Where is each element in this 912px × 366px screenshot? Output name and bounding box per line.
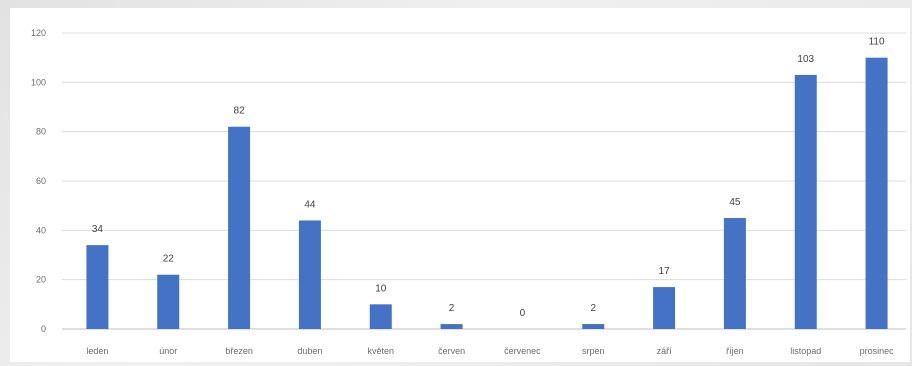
x-tick-label: srpen — [582, 346, 605, 356]
data-label: 2 — [590, 303, 596, 314]
x-tick-label: únor — [159, 346, 177, 356]
data-label: 0 — [520, 308, 526, 319]
bar — [157, 274, 180, 329]
bar — [369, 304, 392, 329]
bars — [86, 57, 888, 330]
data-label: 2 — [449, 303, 455, 314]
bar — [865, 57, 888, 330]
bar — [298, 220, 321, 329]
x-tick-label: listopad — [790, 346, 821, 356]
data-label: 82 — [234, 106, 246, 117]
y-axis-ticks: 0 20 40 60 80 100 120 — [31, 28, 46, 334]
x-tick-label: červenec — [504, 346, 541, 356]
y-tick-label: 0 — [41, 324, 46, 334]
x-tick-label: březen — [225, 346, 253, 356]
bar — [653, 287, 676, 329]
bar — [794, 74, 817, 329]
x-tick-label: prosinec — [860, 346, 895, 356]
bar — [723, 218, 746, 329]
data-labels: 34 22 82 44 10 2 0 2 17 45 103 110 — [92, 37, 885, 319]
y-tick-label: 60 — [36, 176, 46, 186]
data-label: 34 — [92, 224, 104, 235]
data-label: 45 — [729, 197, 741, 208]
y-tick-label: 40 — [36, 225, 46, 235]
data-label: 10 — [375, 283, 387, 294]
x-tick-label: květen — [367, 346, 394, 356]
x-tick-label: duben — [297, 346, 322, 356]
data-label: 22 — [163, 254, 175, 265]
y-tick-label: 100 — [31, 77, 46, 87]
gridlines — [62, 32, 906, 330]
data-label: 103 — [797, 54, 814, 65]
bar — [582, 324, 605, 329]
data-label: 44 — [304, 199, 316, 210]
y-tick-label: 20 — [36, 275, 46, 285]
data-label: 17 — [659, 266, 671, 277]
bar — [228, 126, 251, 329]
bar — [440, 324, 463, 329]
x-axis-labels: leden únor březen duben květen červen červenec… — [86, 346, 894, 356]
x-tick-label: červen — [438, 346, 465, 356]
bar — [86, 245, 109, 329]
data-label: 110 — [869, 37, 885, 48]
y-tick-label: 80 — [36, 127, 46, 137]
x-tick-label: leden — [86, 346, 108, 356]
x-tick-label: září — [657, 346, 673, 356]
x-tick-label: říjen — [726, 346, 744, 356]
y-tick-label: 120 — [31, 28, 46, 38]
